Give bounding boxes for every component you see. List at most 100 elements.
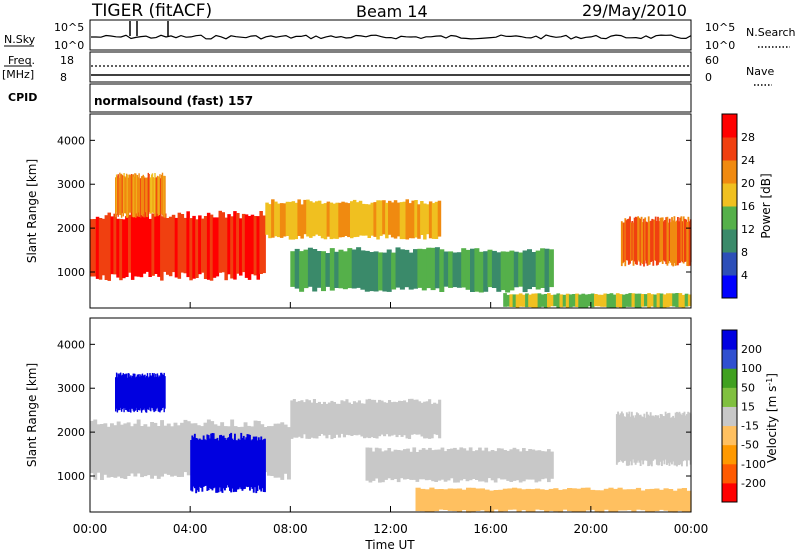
heatmap-cell bbox=[684, 415, 687, 461]
heatmap-cell bbox=[130, 211, 135, 280]
colorbar-tick-label: -100 bbox=[741, 458, 766, 471]
heatmap-cell bbox=[142, 211, 147, 274]
heatmap-cell bbox=[418, 401, 422, 435]
heatmap-cell bbox=[220, 434, 223, 492]
colorbar-segment bbox=[722, 387, 737, 407]
heatmap-cell bbox=[146, 373, 149, 409]
heatmap-cell bbox=[434, 201, 439, 239]
heatmap-cell bbox=[666, 216, 669, 266]
heatmap-cell bbox=[126, 377, 129, 412]
heatmap-cell bbox=[209, 214, 214, 281]
heatmap-cell bbox=[580, 487, 586, 512]
heatmap-cell bbox=[547, 449, 551, 483]
heatmap-cell bbox=[386, 249, 392, 292]
heatmap-cell bbox=[631, 489, 637, 512]
heatmap-cell bbox=[198, 438, 201, 487]
heatmap-cell bbox=[578, 294, 582, 308]
heatmap-cell bbox=[370, 202, 374, 236]
heatmap-cell bbox=[327, 402, 331, 435]
heatmap-cell bbox=[503, 450, 507, 480]
heatmap-cell bbox=[613, 488, 619, 512]
velocity-panel: 1000 2000 3000 4000 00:00 04:00 08:00 12:00 16:… bbox=[25, 317, 708, 552]
heatmap-cell bbox=[672, 490, 678, 513]
heatmap-cell bbox=[653, 219, 656, 261]
colorbar-tick-label: 28 bbox=[741, 131, 755, 144]
heatmap-cell bbox=[420, 402, 424, 437]
nave-tick-hi: 60 bbox=[705, 54, 719, 67]
heatmap-cell bbox=[393, 200, 398, 239]
heatmap-cell bbox=[332, 402, 336, 438]
heatmap-cell bbox=[571, 488, 577, 513]
heatmap-cell bbox=[425, 401, 429, 439]
heatmap-cell bbox=[215, 438, 218, 493]
heatmap-cell bbox=[385, 202, 389, 239]
heatmap-cell bbox=[130, 375, 132, 413]
heatmap-cell bbox=[405, 199, 409, 240]
heatmap-cell bbox=[162, 175, 164, 214]
heatmap-cell bbox=[631, 293, 636, 307]
heatmap-cell bbox=[384, 450, 388, 480]
heatmap-cell bbox=[221, 436, 224, 493]
heatmap-cell bbox=[550, 294, 554, 307]
heatmap-cell bbox=[475, 450, 479, 480]
heatmap-cell bbox=[682, 412, 685, 462]
heatmap-cell bbox=[164, 376, 166, 409]
heatmap-cell bbox=[177, 212, 182, 279]
heatmap-cell bbox=[395, 402, 399, 438]
heatmap-cell bbox=[125, 177, 127, 214]
heatmap-cell bbox=[180, 422, 184, 477]
heatmap-cell bbox=[117, 373, 119, 411]
heatmap-cell bbox=[430, 403, 434, 439]
heatmap-cell bbox=[509, 294, 514, 307]
heatmap-cell bbox=[234, 433, 236, 492]
heatmap-cell bbox=[674, 412, 677, 466]
nave-label: Nave bbox=[746, 65, 774, 78]
heatmap-cell bbox=[134, 373, 136, 411]
heatmap-cell bbox=[132, 174, 134, 218]
heatmap-cell bbox=[662, 294, 667, 308]
heatmap-cell bbox=[684, 293, 689, 307]
heatmap-cell bbox=[642, 417, 645, 465]
heatmap-cell bbox=[150, 177, 152, 214]
velocity-ylabel: Slant Range [km] bbox=[25, 363, 39, 467]
velocity-x-axis: 00:00 04:00 08:00 12:00 16:00 20:00 00:00 bbox=[73, 506, 708, 536]
heatmap-cell bbox=[654, 216, 657, 261]
heatmap-cell bbox=[543, 294, 548, 308]
heatmap-cell bbox=[198, 215, 202, 275]
heatmap-cell bbox=[576, 488, 582, 512]
heatmap-cell bbox=[446, 449, 451, 481]
heatmap-cell bbox=[376, 200, 380, 240]
heatmap-cell bbox=[626, 489, 632, 511]
heatmap-cell bbox=[398, 400, 402, 435]
heatmap-cell bbox=[634, 216, 637, 265]
heatmap-cell bbox=[479, 488, 485, 511]
heatmap-cell bbox=[119, 172, 121, 214]
heatmap-cell bbox=[279, 203, 284, 238]
heatmap-cell bbox=[531, 293, 536, 308]
heatmap-cell bbox=[500, 448, 504, 480]
heatmap-cell bbox=[334, 251, 340, 288]
heatmap-cell bbox=[657, 216, 659, 265]
heatmap-cell bbox=[143, 424, 148, 477]
heatmap-cell bbox=[106, 426, 111, 478]
heatmap-cell bbox=[174, 217, 179, 278]
heatmap-cell bbox=[320, 203, 325, 239]
heatmap-cell bbox=[103, 423, 108, 475]
heatmap-cell bbox=[145, 178, 148, 217]
heatmap-cell bbox=[90, 420, 94, 474]
heatmap-cell bbox=[96, 424, 101, 473]
y-tick-label: 1000 bbox=[57, 266, 85, 279]
heatmap-cell bbox=[154, 173, 156, 217]
heatmap-cell bbox=[352, 199, 357, 238]
heatmap-cell bbox=[356, 247, 362, 288]
heatmap-cell bbox=[123, 173, 125, 214]
colorbar-segment bbox=[722, 275, 737, 299]
heatmap-cell bbox=[412, 447, 417, 480]
heatmap-cell bbox=[195, 219, 199, 278]
heatmap-cell bbox=[147, 172, 149, 217]
heatmap-cell bbox=[347, 248, 353, 289]
heatmap-cell bbox=[227, 437, 230, 488]
heatmap-cell bbox=[163, 372, 165, 413]
heatmap-cell bbox=[686, 221, 689, 266]
colorbar-tick-label: 20 bbox=[741, 177, 755, 190]
